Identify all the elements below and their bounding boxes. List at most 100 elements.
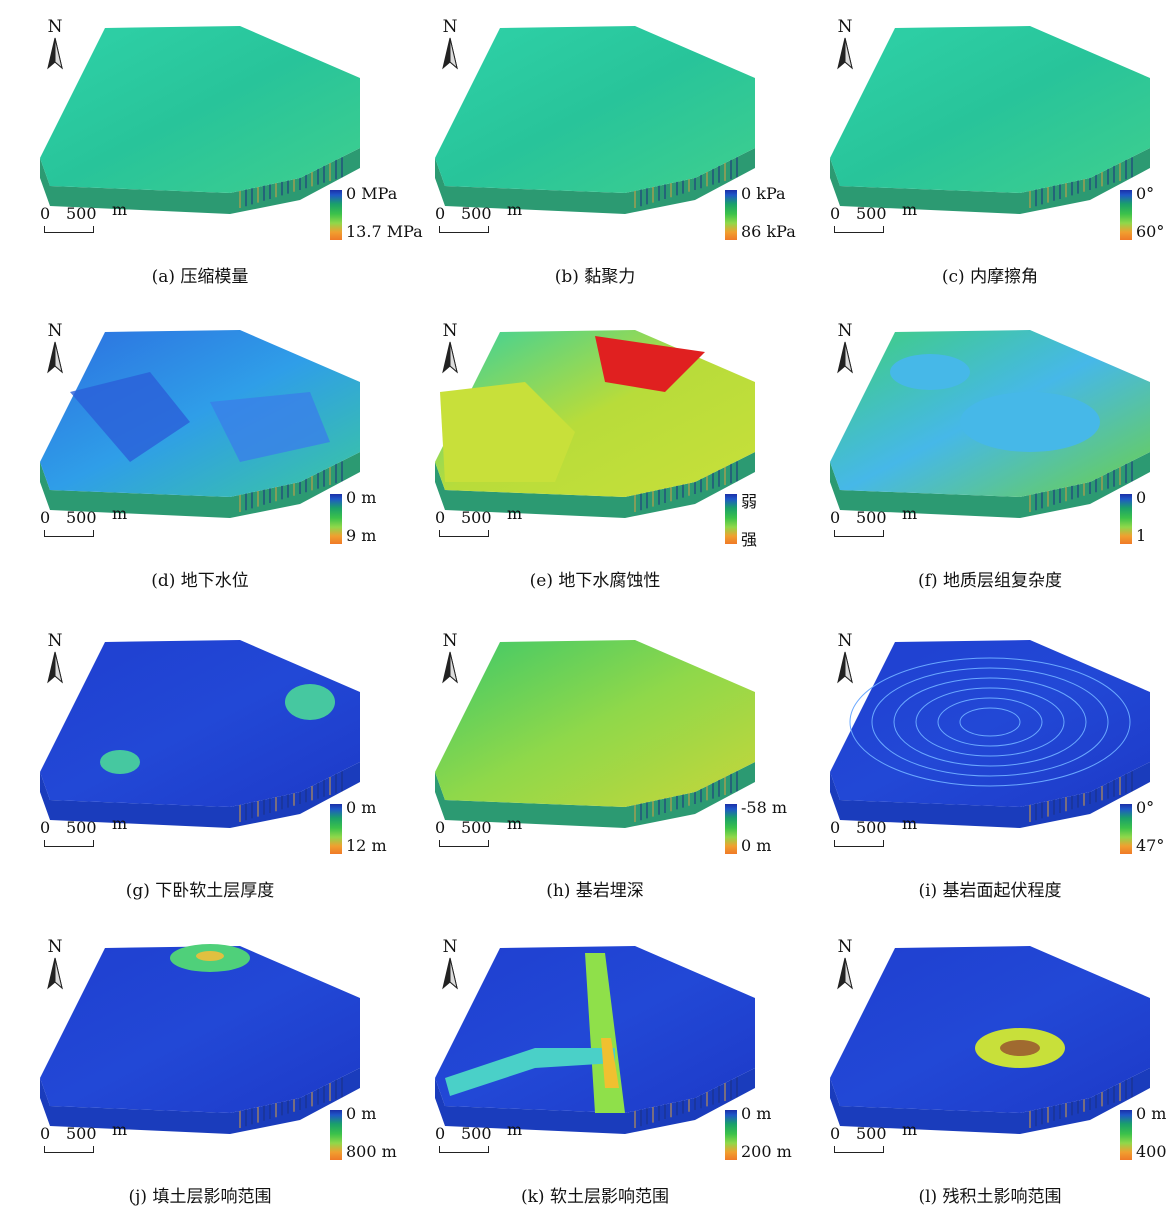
complexity-patch <box>890 354 970 390</box>
legend-bottom-label: 12 m <box>346 836 387 855</box>
scale-bar: 0 500 m <box>824 200 934 244</box>
panel-caption: (k) 软土层影响范围 <box>521 1187 669 1207</box>
scale-zero: 0 <box>40 818 51 837</box>
map-panel-4: N 0 500 m 0 m 9 m (d) 地下水位 <box>10 312 390 607</box>
scale-bar-line <box>439 1146 489 1153</box>
contour-line <box>959 707 1021 737</box>
panel-caption: (b) 黏聚力 <box>554 267 636 287</box>
north-arrow-icon: N <box>40 18 70 76</box>
terrain-block <box>830 330 1150 518</box>
map-panel-12: N 0 500 m 0 m 400 m (l) 残积土影响范围 <box>800 928 1172 1223</box>
legend-top-label: 0 m <box>346 798 377 817</box>
map-panel-5: N 0 500 m 弱 强 (e) 地下水腐蚀性 <box>405 312 785 607</box>
scale-bar-line <box>439 226 489 233</box>
scale-unit: m <box>112 504 128 523</box>
scale-unit: m <box>112 200 128 219</box>
legend-ramp <box>1120 494 1132 544</box>
contour-line <box>871 667 1109 777</box>
north-arrow-icon: N <box>830 18 860 76</box>
legend-ramp <box>1120 1110 1132 1160</box>
north-label: N <box>442 17 458 37</box>
map-panel-8: N 0 500 m -58 m 0 m (h) 基岩埋深 <box>405 622 788 917</box>
legend-top-label: -58 m <box>741 798 788 817</box>
block-side-wall <box>40 762 360 828</box>
block-side-wall <box>40 1068 360 1134</box>
block-side-wall <box>830 148 1150 214</box>
scale-distance: 500 <box>856 818 887 837</box>
legend-ramp <box>725 190 737 240</box>
legend-ramp <box>725 494 737 544</box>
scale-bar: 0 500 m <box>34 504 144 548</box>
legend-ramp <box>330 1110 342 1160</box>
north-label: N <box>47 937 63 957</box>
scale-distance: 500 <box>66 1124 97 1143</box>
panel-caption: (i) 基岩面起伏程度 <box>918 881 1062 901</box>
color-legend: 弱 强 <box>725 492 795 550</box>
color-legend: 0 kPa 86 kPa <box>725 184 796 246</box>
color-legend: 0° 60° <box>1120 184 1172 246</box>
scale-zero: 0 <box>830 818 841 837</box>
scale-distance: 500 <box>856 204 887 223</box>
block-top-surface <box>830 26 1150 193</box>
scale-unit: m <box>507 504 523 523</box>
map-panel-1: N 0 500 m 0 MPa 13.7 MPa (a) 压缩模量 <box>10 8 423 303</box>
north-arrow-icon: N <box>830 322 860 380</box>
north-arrow-icon: N <box>435 632 465 690</box>
terrain-block <box>435 640 755 828</box>
north-label: N <box>47 321 63 341</box>
scale-bar-line <box>439 530 489 537</box>
complexity-patch <box>960 392 1100 452</box>
scale-bar-line <box>439 840 489 847</box>
terrain-block <box>435 946 755 1134</box>
legend-top-label: 0 m <box>741 1104 772 1123</box>
legend-top-label: 0 m <box>346 488 377 507</box>
legend-top-label: 0 <box>1136 488 1147 507</box>
facet-region <box>210 392 330 462</box>
scale-distance: 500 <box>66 818 97 837</box>
block-side-wall <box>830 452 1150 518</box>
color-legend: 0° 47° <box>1120 798 1172 860</box>
color-legend: 0 m 9 m <box>330 488 400 550</box>
north-arrow-icon: N <box>435 322 465 380</box>
block-side-wall <box>40 148 360 214</box>
scale-unit: m <box>902 814 918 833</box>
block-side-wall <box>830 762 1150 828</box>
panel-caption: (l) 残积土影响范围 <box>918 1187 1062 1207</box>
panel-caption: (f) 地质层组复杂度 <box>918 571 1062 591</box>
north-label: N <box>837 17 853 37</box>
block-top-surface <box>435 26 755 193</box>
block-side-wall <box>435 148 755 214</box>
scale-unit: m <box>902 1120 918 1139</box>
contour-line <box>915 687 1065 757</box>
terrain-block <box>435 330 755 518</box>
north-label: N <box>837 937 853 957</box>
block-top-surface <box>435 640 755 807</box>
corrosion-mid-region <box>440 382 575 482</box>
scale-bar: 0 500 m <box>429 814 539 858</box>
panel-caption: (h) 基岩埋深 <box>546 881 644 901</box>
map-panel-10: N 0 500 m 0 m 800 m (j) 填土层影响范围 <box>10 928 397 1223</box>
scale-unit: m <box>902 504 918 523</box>
scale-bar: 0 500 m <box>824 504 934 548</box>
scale-zero: 0 <box>435 1124 446 1143</box>
scale-bar-line <box>44 226 94 233</box>
scale-bar-line <box>834 840 884 847</box>
scale-bar: 0 500 m <box>824 1120 934 1164</box>
scale-unit: m <box>112 814 128 833</box>
scale-zero: 0 <box>435 508 446 527</box>
block-top-surface <box>830 946 1150 1113</box>
scale-bar-line <box>44 530 94 537</box>
north-arrow-icon: N <box>435 18 465 76</box>
legend-bottom-label: 60° <box>1136 222 1165 241</box>
block-side-wall <box>830 1068 1150 1134</box>
north-label: N <box>442 631 458 651</box>
map-panel-9: N 0 500 m 0° 47° (i) 基岩面起伏程度 <box>800 622 1172 917</box>
north-label: N <box>837 631 853 651</box>
scale-distance: 500 <box>66 508 97 527</box>
scale-zero: 0 <box>830 204 841 223</box>
soft-channel-core <box>601 1038 619 1088</box>
legend-bottom-label: 9 m <box>346 526 377 545</box>
color-legend: 0 m 400 m <box>1120 1104 1172 1166</box>
north-label: N <box>442 321 458 341</box>
fill-influence-core <box>196 951 224 961</box>
